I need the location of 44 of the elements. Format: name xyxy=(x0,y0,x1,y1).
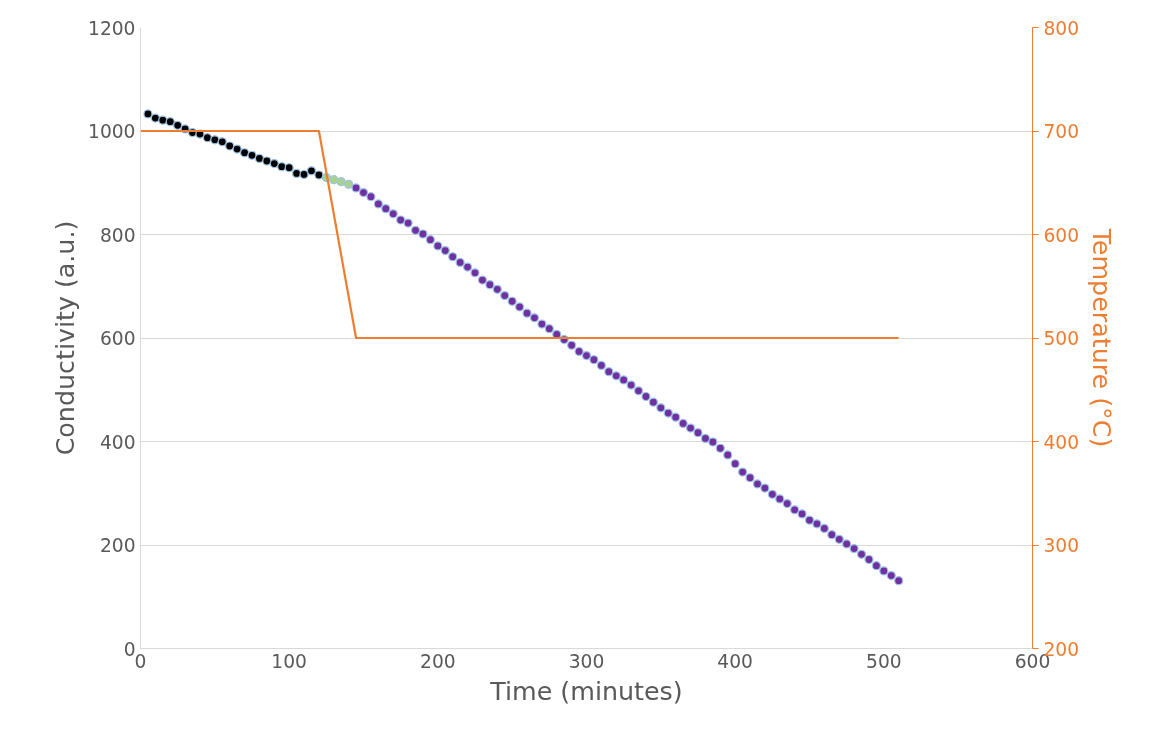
point xyxy=(210,135,220,145)
y-tick-label: 200 xyxy=(99,535,136,556)
x-tick-label: 400 xyxy=(717,650,753,672)
point xyxy=(239,148,250,158)
point xyxy=(336,177,346,187)
point xyxy=(277,162,287,172)
y2-tick-label: 400 xyxy=(1043,431,1080,453)
point xyxy=(247,150,257,160)
point xyxy=(217,137,227,147)
point xyxy=(262,156,272,166)
point xyxy=(269,159,279,169)
point xyxy=(202,133,212,143)
x-axis-title: Time (minutes) xyxy=(489,675,683,706)
point xyxy=(173,120,183,130)
x-tick-label: 100 xyxy=(271,650,307,672)
point xyxy=(344,179,354,189)
y2-tick-label: 800 xyxy=(1043,17,1080,39)
y2-tick-label: 600 xyxy=(1043,224,1080,246)
point xyxy=(284,163,294,173)
y-axis-title: Conductivity (a.u.) xyxy=(50,220,81,456)
point xyxy=(329,175,339,185)
point xyxy=(165,117,175,127)
y-tick-label: 1000 xyxy=(88,121,136,142)
y2-tick-label: 300 xyxy=(1043,535,1080,556)
point xyxy=(292,168,302,179)
point xyxy=(299,169,309,180)
point xyxy=(232,144,242,154)
point xyxy=(143,109,153,119)
x-tick-label: 200 xyxy=(420,650,456,672)
x-tick-label: 300 xyxy=(568,650,605,672)
y-tick-label: 1200 xyxy=(88,17,136,39)
point xyxy=(314,170,324,180)
y2-tick-label: 700 xyxy=(1043,121,1080,142)
y-tick-label: 400 xyxy=(99,431,136,453)
point xyxy=(306,166,317,176)
x-tick-label: 500 xyxy=(866,650,902,672)
point xyxy=(158,115,168,125)
y2-tick-label: 500 xyxy=(1043,328,1080,349)
y-tick-label: 800 xyxy=(99,224,136,246)
y-tick-label: 600 xyxy=(99,328,136,349)
y2-axis-title: Temperature (°C) xyxy=(1087,227,1118,448)
point xyxy=(225,141,235,151)
point xyxy=(150,113,160,123)
point xyxy=(254,153,265,164)
